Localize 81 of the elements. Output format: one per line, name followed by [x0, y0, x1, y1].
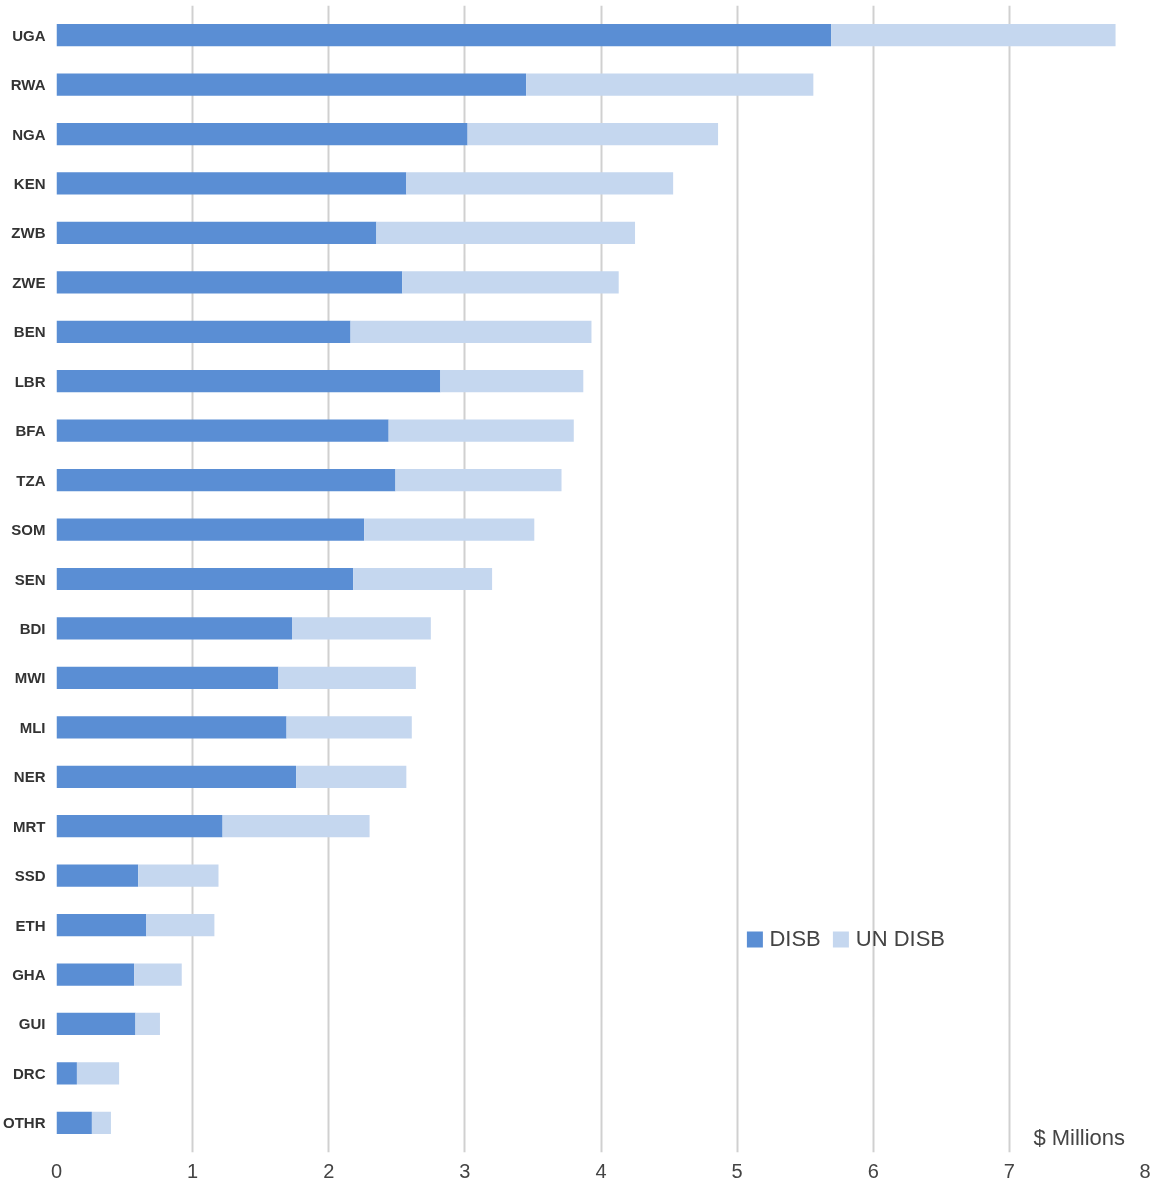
bar: [350, 320, 592, 343]
bar: [56, 567, 354, 591]
y-tick-label: ZWB: [11, 224, 46, 242]
y-tick-label: LBR: [14, 372, 46, 390]
bar: [222, 815, 370, 838]
bar: [278, 666, 416, 689]
legend-label: UN DISB: [855, 926, 945, 952]
bar: [56, 73, 527, 96]
bar: [56, 666, 279, 689]
y-tick-label: SEN: [14, 570, 46, 588]
x-tick-label: 5: [731, 1159, 743, 1182]
y-tick-label: OTHR: [3, 1114, 46, 1132]
bar: [831, 24, 1116, 47]
bar: [56, 469, 396, 492]
y-tick-label: SOM: [11, 521, 46, 539]
y-tick-label: GHA: [12, 966, 46, 984]
x-tick-label: 4: [595, 1159, 607, 1182]
bar: [364, 518, 535, 541]
bar: [56, 518, 365, 541]
bar: [146, 913, 215, 937]
bar: [56, 864, 139, 887]
bar: [296, 765, 407, 788]
bar: [56, 716, 287, 739]
legend-label: DISB: [769, 926, 821, 952]
x-tick-label: 2: [323, 1159, 335, 1182]
bar: [56, 815, 223, 838]
y-tick-label: MLI: [19, 718, 46, 736]
y-tick-label: ZWE: [12, 273, 46, 291]
bar: [56, 122, 468, 146]
y-tick-label: BDI: [19, 619, 46, 637]
bar: [138, 864, 219, 887]
bar: [56, 913, 147, 937]
y-tick-label: SSD: [14, 867, 46, 885]
y-tick-label: MWI: [14, 669, 46, 687]
bar: [56, 221, 377, 245]
annotation: $ Millions: [1033, 1125, 1126, 1151]
y-tick-label: KEN: [13, 174, 46, 192]
bar: [91, 1111, 111, 1134]
bar: [56, 617, 292, 640]
x-tick-label: 7: [1003, 1159, 1015, 1182]
bar: [56, 271, 403, 294]
bar: [467, 122, 719, 146]
bar: [402, 271, 619, 294]
bar: [440, 370, 584, 393]
y-tick-label: UGA: [12, 26, 46, 44]
bar: [56, 320, 351, 343]
bar: [56, 963, 135, 986]
bar: [56, 1111, 92, 1134]
bar: [135, 1012, 160, 1036]
bar: [76, 1062, 120, 1085]
bar: [526, 73, 814, 96]
x-tick-label: 3: [459, 1159, 471, 1182]
bar: [353, 567, 493, 591]
bar: [56, 1012, 136, 1036]
bar: [292, 617, 431, 640]
bar: [56, 419, 389, 442]
bar: [286, 716, 412, 739]
y-tick-label: DRC: [13, 1064, 46, 1082]
bar: [56, 370, 441, 393]
bar: [56, 172, 407, 195]
bar: [388, 419, 574, 442]
bar: [56, 24, 832, 47]
y-tick-label: RWA: [10, 76, 46, 94]
y-tick-label: BFA: [15, 422, 46, 440]
bar: [56, 765, 297, 788]
bar: [134, 963, 182, 986]
y-tick-label: NER: [13, 768, 46, 786]
y-tick-label: TZA: [16, 471, 46, 489]
x-tick-label: 6: [867, 1159, 879, 1182]
x-tick-label: 1: [187, 1159, 199, 1182]
bar: [376, 221, 636, 245]
bar: [395, 469, 562, 492]
y-tick-label: MRT: [13, 817, 46, 835]
bar: [56, 1062, 77, 1085]
y-tick-label: BEN: [13, 323, 46, 341]
y-tick-label: GUI: [18, 1015, 46, 1033]
x-tick-label: 8: [1139, 1159, 1151, 1182]
x-tick-label: 0: [50, 1159, 63, 1182]
y-tick-label: ETH: [15, 916, 46, 934]
bar: [406, 172, 674, 195]
y-tick-label: NGA: [12, 125, 46, 143]
